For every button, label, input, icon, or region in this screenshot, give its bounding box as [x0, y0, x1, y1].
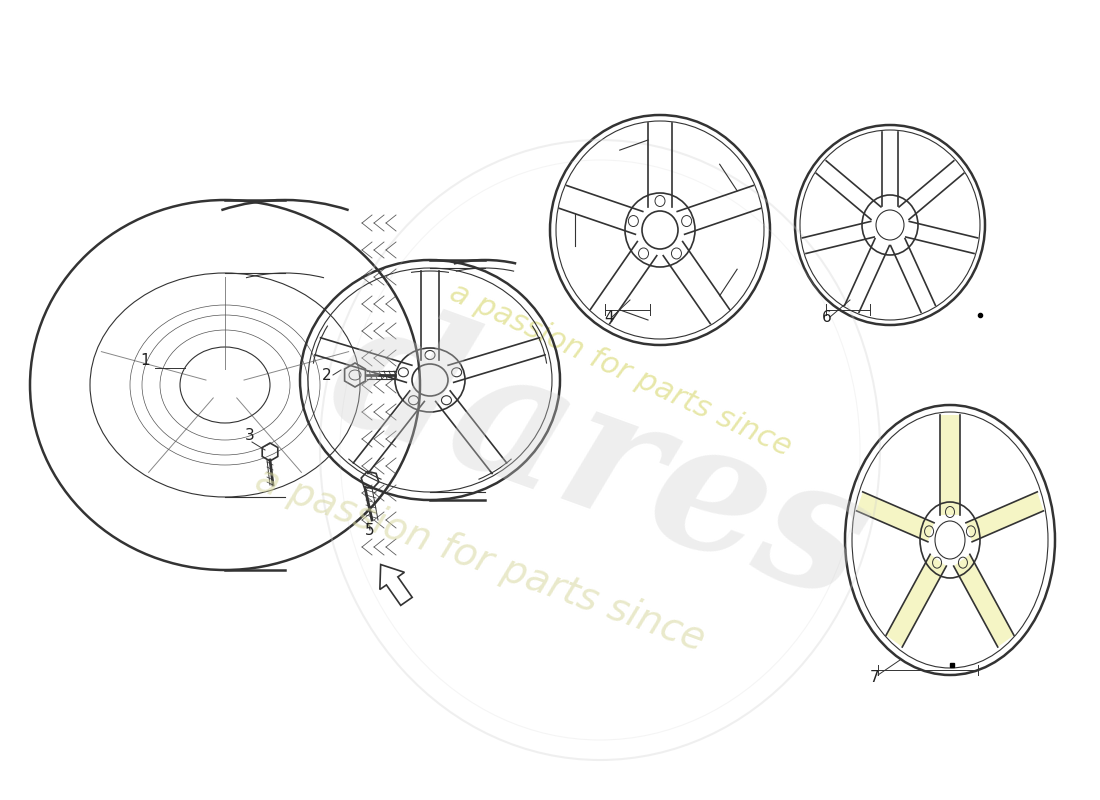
Polygon shape — [966, 492, 1044, 542]
Text: a passion for parts since: a passion for parts since — [444, 278, 795, 462]
Text: dares: dares — [309, 282, 891, 638]
Polygon shape — [887, 554, 946, 647]
Text: 7: 7 — [870, 670, 880, 685]
Text: 3: 3 — [245, 428, 255, 443]
Text: 6: 6 — [822, 310, 832, 325]
Text: 1: 1 — [140, 353, 150, 368]
Text: 4: 4 — [604, 310, 614, 325]
Text: 2: 2 — [322, 367, 332, 382]
Polygon shape — [857, 492, 934, 542]
Text: a passion for parts since: a passion for parts since — [250, 461, 710, 659]
Text: 5: 5 — [365, 523, 375, 538]
Polygon shape — [954, 554, 1014, 647]
Polygon shape — [940, 415, 960, 515]
